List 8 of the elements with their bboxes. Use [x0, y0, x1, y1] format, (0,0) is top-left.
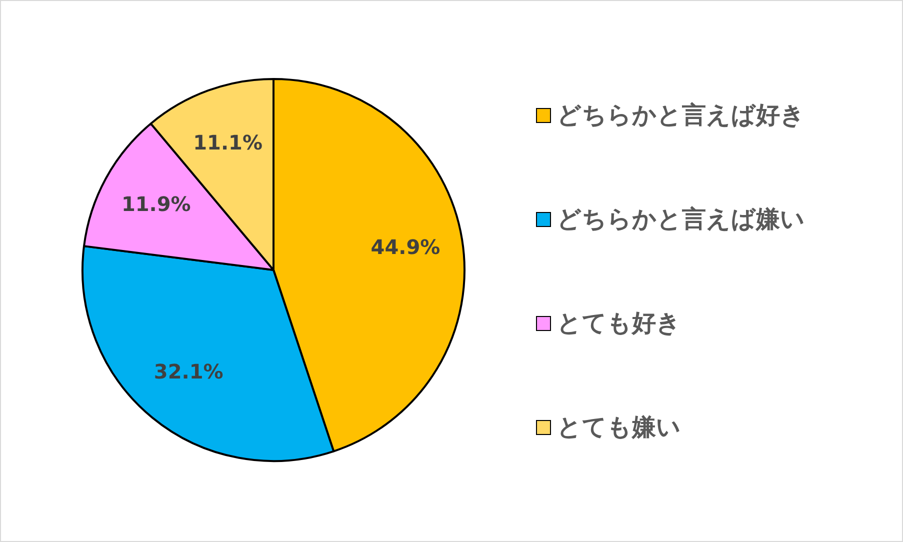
data-label: 11.9% [121, 192, 191, 216]
data-label: 11.1% [193, 130, 263, 155]
legend-label: どちらかと言えば好き [557, 100, 805, 131]
legend-label: とても好き [557, 308, 681, 339]
data-label: 32.1% [154, 359, 224, 384]
legend-label: とても嫌い [557, 412, 681, 443]
data-label: 44.9% [370, 234, 440, 259]
legend-label: どちらかと言えば嫌い [557, 204, 805, 235]
